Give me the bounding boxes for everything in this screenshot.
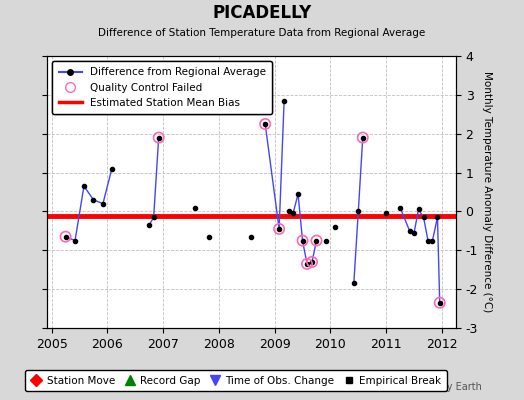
- Point: [261, 121, 269, 127]
- Point: [303, 261, 311, 267]
- Text: PICADELLY: PICADELLY: [212, 4, 312, 22]
- Legend: Station Move, Record Gap, Time of Obs. Change, Empirical Break: Station Move, Record Gap, Time of Obs. C…: [25, 370, 447, 391]
- Point: [358, 134, 367, 141]
- Point: [155, 134, 163, 141]
- Point: [435, 300, 444, 306]
- Point: [298, 237, 307, 244]
- Point: [308, 259, 316, 265]
- Point: [61, 234, 70, 240]
- Legend: Difference from Regional Average, Quality Control Failed, Estimated Station Mean: Difference from Regional Average, Qualit…: [52, 61, 272, 114]
- Text: Difference of Station Temperature Data from Regional Average: Difference of Station Temperature Data f…: [99, 28, 425, 38]
- Point: [275, 226, 283, 232]
- Y-axis label: Monthly Temperature Anomaly Difference (°C): Monthly Temperature Anomaly Difference (…: [482, 71, 492, 313]
- Point: [312, 237, 321, 244]
- Text: Berkeley Earth: Berkeley Earth: [410, 382, 482, 392]
